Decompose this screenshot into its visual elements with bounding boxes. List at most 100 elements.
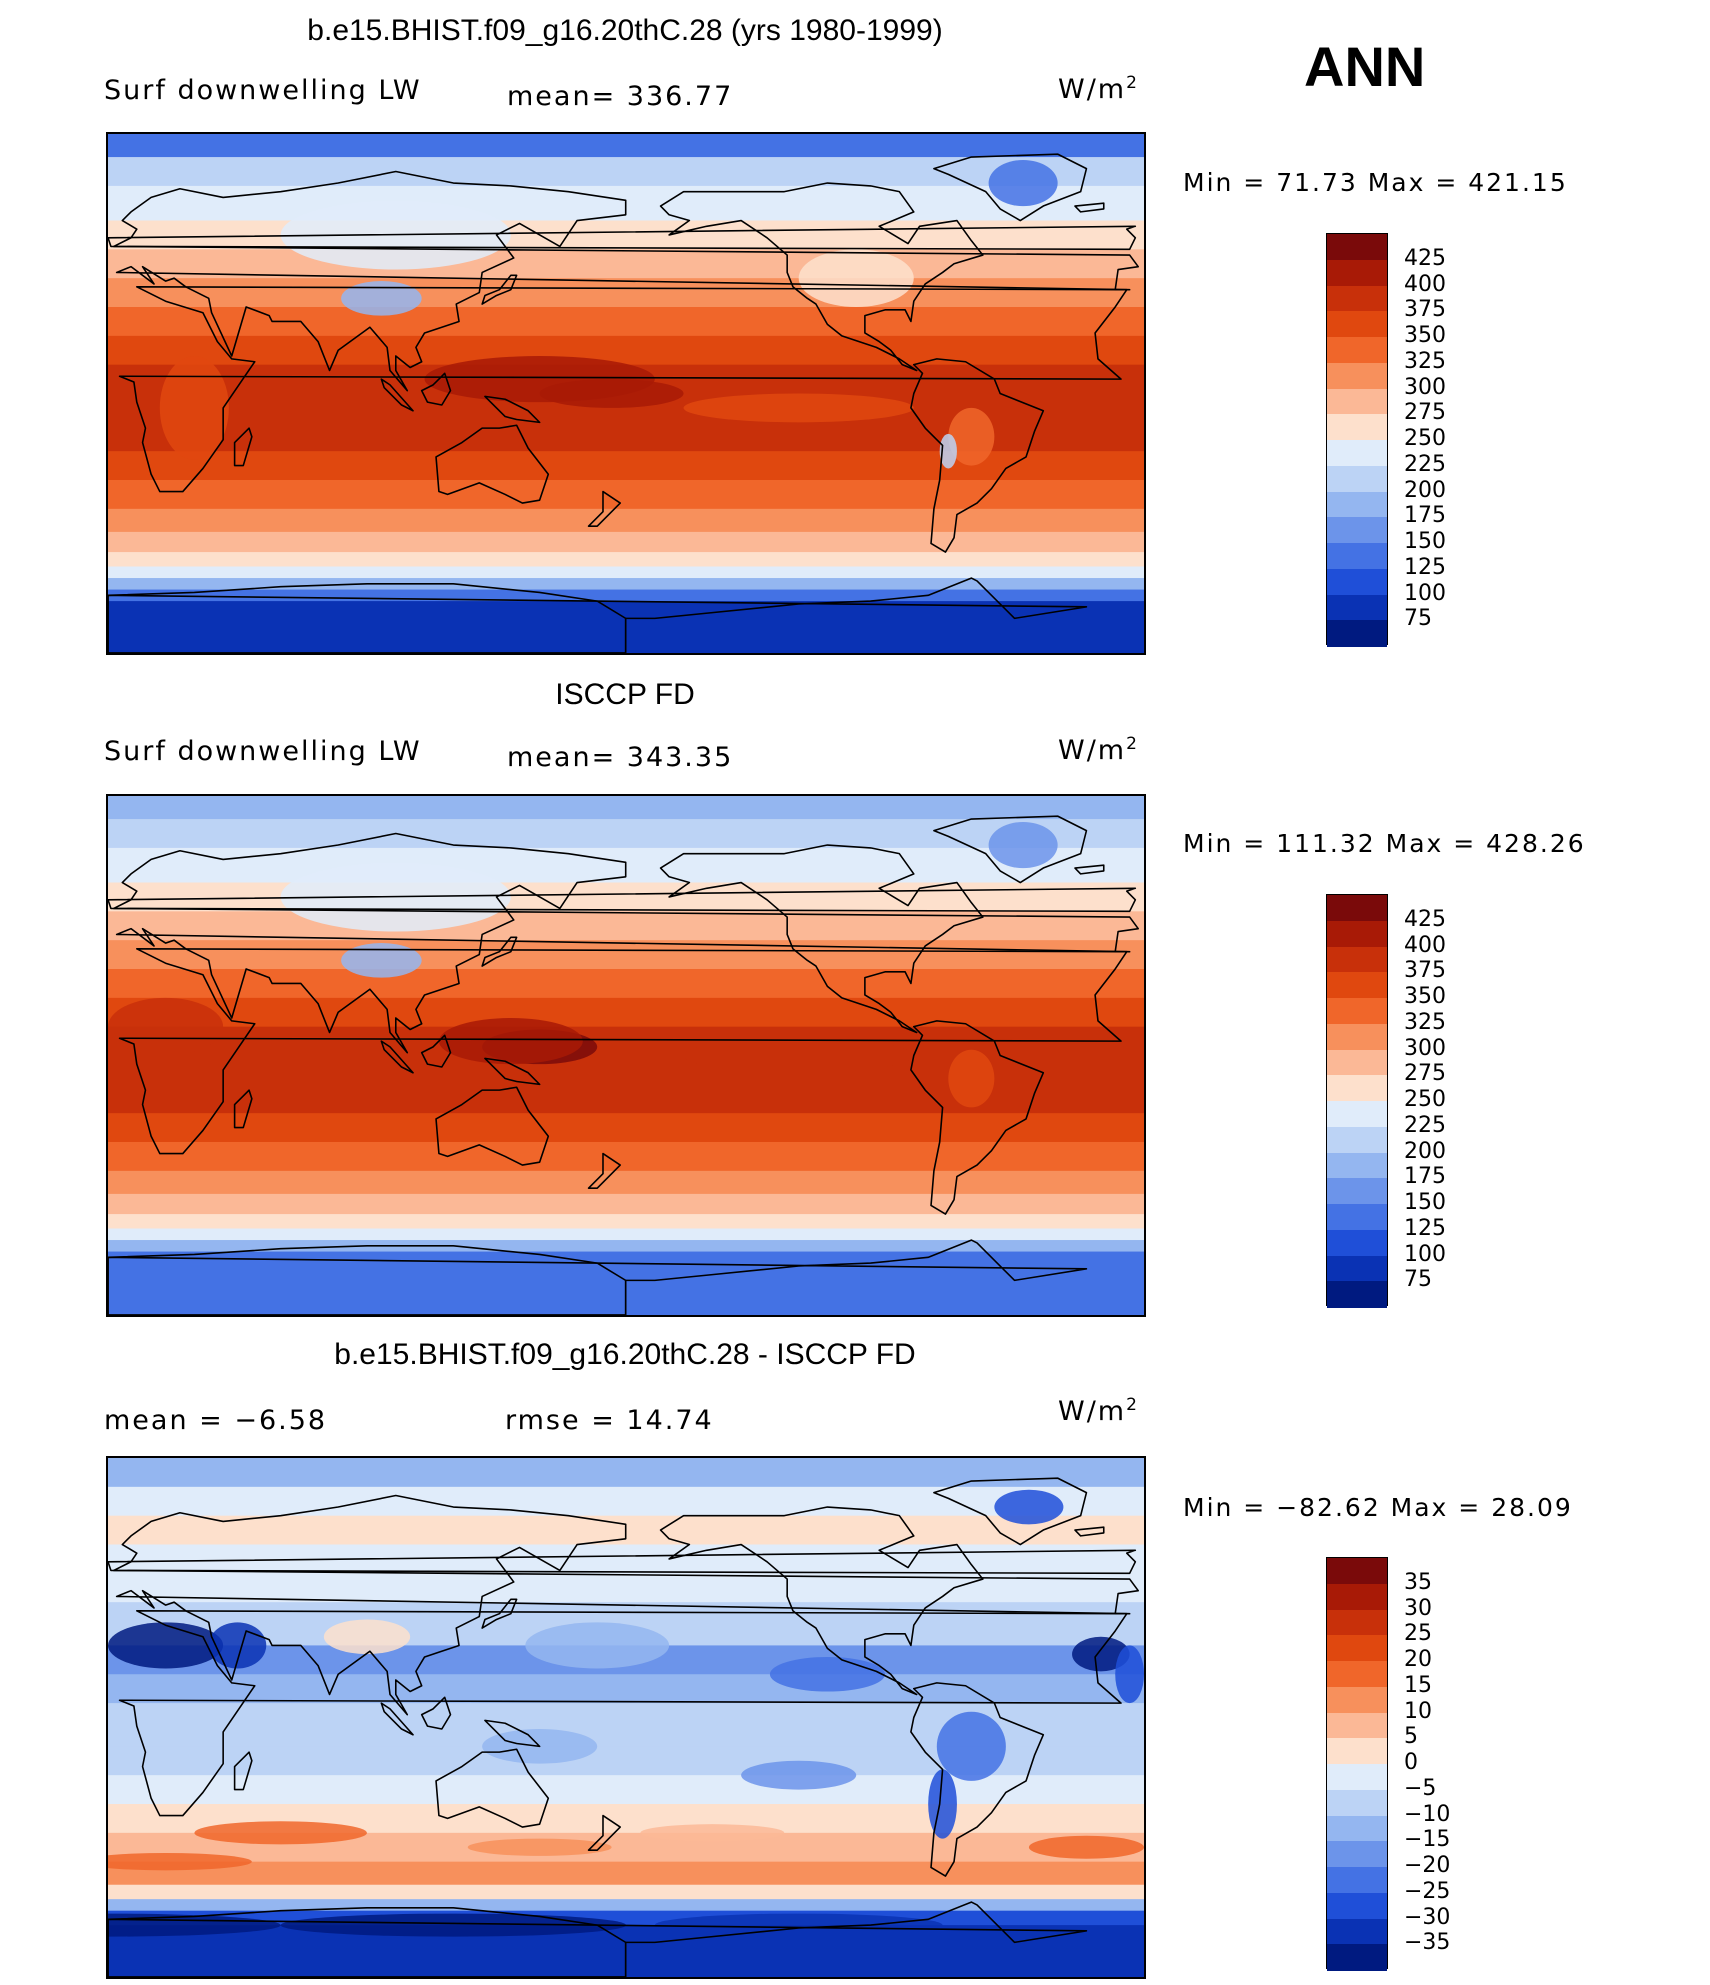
colorbar-cell [1327, 1841, 1387, 1868]
coastline [933, 153, 1088, 222]
colorbar-tick-label: 250 [1404, 1087, 1446, 1112]
coastline [659, 182, 984, 372]
colorbar-cell [1327, 1075, 1387, 1102]
panel1-mean-label: mean= 336.77 [507, 81, 734, 112]
colorbar-cell [1327, 920, 1387, 947]
field-band [108, 307, 1144, 337]
colorbar-cell [1327, 568, 1387, 595]
colorbar-cell [1327, 594, 1387, 621]
field-band [108, 1240, 1144, 1253]
field-anomaly [683, 393, 914, 423]
colorbar-tick-label: 250 [1404, 426, 1446, 451]
field-anomaly [323, 1619, 411, 1655]
colorbar-cell [1327, 1101, 1387, 1128]
field-anomaly [108, 997, 224, 1056]
colorbar-tick-label: 75 [1404, 1267, 1432, 1293]
field-band [108, 1884, 1144, 1901]
field-band [108, 1170, 1144, 1195]
colorbar-tick-label: 225 [1404, 1112, 1446, 1138]
colorbar-cell [1327, 1558, 1387, 1585]
colorbar-cell [1327, 259, 1387, 286]
colorbar-tick-label: 175 [1404, 503, 1446, 529]
coastline [435, 424, 550, 504]
colorbar-cell [1327, 1661, 1387, 1688]
panel2-variable-label: Surf downwelling LW [104, 736, 422, 767]
field-band [108, 997, 1144, 1028]
field-anomaly [948, 1049, 995, 1108]
coastline [435, 1748, 550, 1828]
colorbar-cell [1327, 1126, 1387, 1153]
panel3-mean-label: mean = −6.58 [104, 1405, 328, 1436]
colorbar-cell [1327, 414, 1387, 441]
colorbar-tick-label: 75 [1404, 606, 1432, 632]
colorbar-tick-label: 25 [1404, 1621, 1432, 1647]
panel1-units: W/m2 [1058, 73, 1139, 105]
field-anomaly [1115, 1645, 1144, 1704]
colorbar-cell [1327, 946, 1387, 973]
colorbar-tick-label: 200 [1404, 1138, 1446, 1164]
field-band [108, 1899, 1144, 1912]
colorbar-tick-label: 350 [1404, 984, 1446, 1009]
colorbar-tick-label: 10 [1404, 1698, 1432, 1724]
colorbar-tick-label: −25 [1404, 1878, 1451, 1904]
field-band [108, 278, 1144, 308]
colorbar-tick-label: 30 [1404, 1595, 1432, 1621]
coastline [420, 1696, 452, 1730]
panel3-title: b.e15.BHIST.f09_g16.20thC.28 - ISCCP FD [334, 1338, 916, 1371]
panel3-rmse-label: rmse = 14.74 [505, 1405, 714, 1436]
colorbar-tick-label: 100 [1404, 1241, 1446, 1267]
coastline [910, 1020, 1045, 1215]
colorbar-cell [1327, 1867, 1387, 1894]
map-field [108, 1458, 1144, 1977]
colorbar-tick-label: −15 [1404, 1827, 1451, 1853]
colorbar-cell [1327, 1204, 1387, 1231]
coastline [108, 1245, 627, 1315]
field-anomaly [108, 1622, 224, 1669]
coastline [481, 274, 518, 305]
coastline [112, 1494, 1140, 1716]
field-band [108, 552, 1144, 568]
colorbar-cell [1327, 388, 1387, 415]
field-band [108, 566, 1144, 580]
coastline [659, 1506, 984, 1696]
colorbar-tick-label: 375 [1404, 297, 1446, 323]
colorbar-cell [1327, 895, 1387, 922]
coastline [380, 1702, 414, 1736]
coastline [233, 427, 253, 467]
colorbar-tick-label: 200 [1404, 477, 1446, 503]
coastline [659, 844, 984, 1034]
colorbar-tick-label: 125 [1404, 554, 1446, 580]
colorbar-tick-label: 275 [1404, 1061, 1446, 1087]
panel1-variable-label: Surf downwelling LW [104, 75, 422, 106]
panel2-map [106, 794, 1146, 1317]
field-band [108, 157, 1144, 187]
colorbar-cell [1327, 1944, 1387, 1971]
colorbar-tick-label: 150 [1404, 529, 1446, 554]
panel2-minmax: Min = 111.32 Max = 428.26 [1183, 829, 1586, 858]
panel1-map [106, 132, 1146, 655]
coastline [1074, 202, 1105, 213]
coastline [118, 948, 1128, 1155]
panel1-title: b.e15.BHIST.f09_g16.20thC.28 (yrs 1980-1… [307, 14, 943, 47]
panel3-map [106, 1456, 1146, 1979]
colorbar-tick-label: 150 [1404, 1190, 1446, 1215]
field-band [108, 969, 1144, 999]
colorbar-cell [1327, 491, 1387, 518]
colorbar-cell [1327, 1789, 1387, 1816]
coastline [118, 1610, 1128, 1817]
colorbar-cell [1327, 1255, 1387, 1282]
colorbar-tick-label: −20 [1404, 1853, 1451, 1878]
colorbar-cell [1327, 1892, 1387, 1919]
colorbar-tick-label: 425 [1404, 245, 1446, 271]
colorbar-tick-label: 400 [1404, 932, 1446, 958]
season-label: ANN [1304, 35, 1426, 98]
coastline [910, 1682, 1045, 1877]
colorbar-cell [1327, 972, 1387, 999]
field-anomaly [654, 1913, 943, 1937]
field-anomaly [798, 249, 914, 307]
colorbar-cell [1327, 1583, 1387, 1610]
field-anomaly [988, 821, 1058, 869]
field-anomaly [159, 356, 229, 460]
colorbar-cell [1327, 543, 1387, 570]
colorbar-tick-label: 35 [1404, 1569, 1432, 1595]
